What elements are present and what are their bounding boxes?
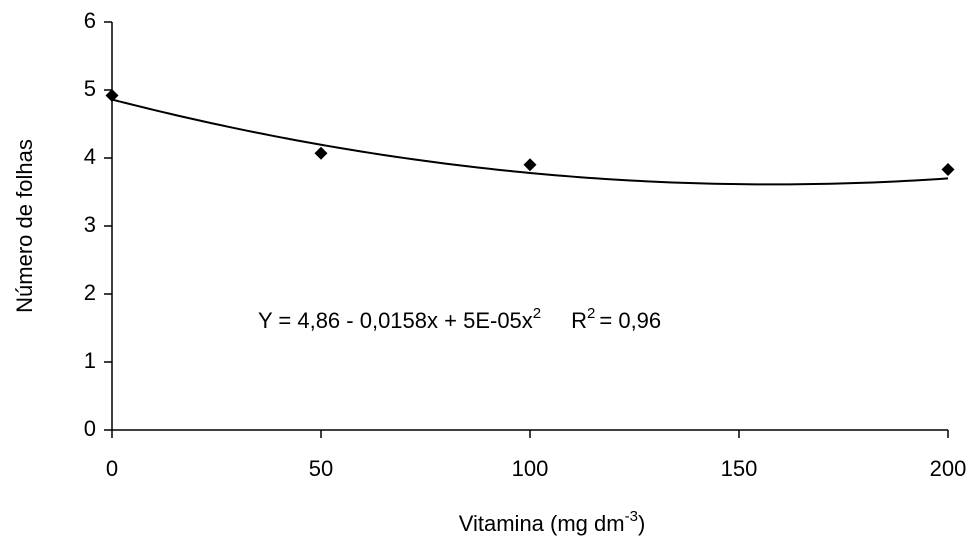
x-axis-label-text: Vitamina (mg dm bbox=[459, 511, 625, 536]
trendline bbox=[111, 98, 949, 186]
point bbox=[105, 88, 119, 102]
point bbox=[941, 163, 955, 177]
x-tick-label: 0 bbox=[106, 456, 118, 481]
r2-sup: 2 bbox=[587, 305, 595, 322]
x-tick-label: 100 bbox=[512, 456, 549, 481]
x-tick-label: 150 bbox=[721, 456, 758, 481]
y-tick-label: 2 bbox=[84, 280, 96, 305]
y-tick-label: 0 bbox=[84, 416, 96, 441]
equation: Y = 4,86 - 0,0158x + 5E-05x bbox=[258, 308, 533, 333]
x-tick-label: 50 bbox=[309, 456, 333, 481]
point bbox=[314, 146, 328, 160]
x-axis-label-sup: -3 bbox=[625, 508, 638, 525]
r2: R bbox=[571, 308, 587, 333]
x-tick-label: 200 bbox=[930, 456, 967, 481]
point bbox=[523, 158, 537, 172]
equation-sup: 2 bbox=[533, 305, 541, 322]
y-tick-label: 4 bbox=[84, 144, 96, 169]
y-tick-label: 5 bbox=[84, 76, 96, 101]
r2-value: = 0,96 bbox=[599, 308, 661, 333]
annotation: Y = 4,86 - 0,0158x + 5E-05x2 R2 = 0,96 bbox=[258, 305, 661, 333]
x-axis-label: Vitamina (mg dm-3) bbox=[459, 508, 646, 536]
y-tick-label: 1 bbox=[84, 348, 96, 373]
y-tick-label: 3 bbox=[84, 212, 96, 237]
y-axis-label: Número de folhas bbox=[12, 139, 37, 313]
x-axis-label-end: ) bbox=[638, 511, 645, 536]
y-tick-label: 6 bbox=[84, 8, 96, 33]
